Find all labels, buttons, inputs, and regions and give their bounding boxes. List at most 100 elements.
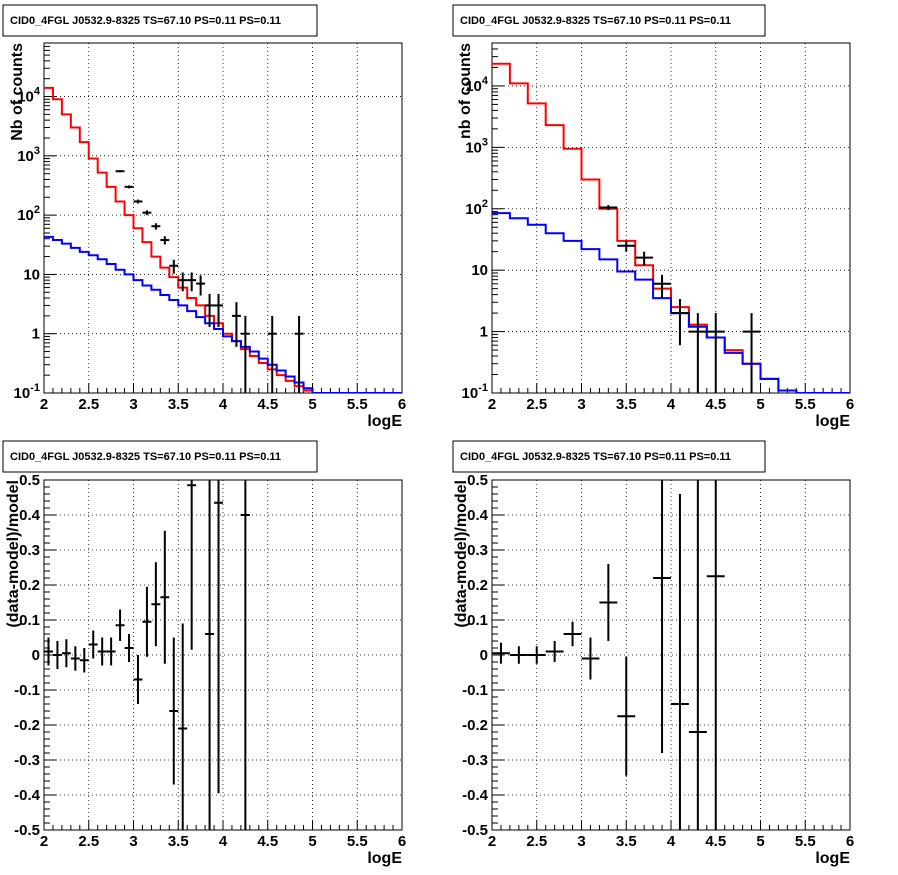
chart-title: CID0_4FGL J0532.9-8325 TS=67.10 PS=0.11 …	[10, 451, 281, 463]
x-tick-label: 5	[756, 833, 764, 850]
y-tick-label: 103	[17, 145, 40, 165]
y-tick-label: -0.4	[14, 787, 41, 804]
x-tick-label: 2.5	[78, 833, 99, 850]
y-tick-label: 0.1	[467, 612, 488, 629]
x-tick-label: 5	[308, 833, 316, 850]
plot-data	[44, 86, 402, 393]
x-tick-label: 2.5	[526, 833, 547, 850]
x-tick-label: 4.5	[257, 396, 278, 413]
y-tick-label: 1	[480, 324, 488, 341]
chart-title-box	[452, 440, 766, 473]
plot-data	[44, 480, 250, 830]
plot-data	[492, 62, 850, 393]
x-tick-label: 2	[40, 833, 48, 850]
y-tick-base: 10	[465, 78, 482, 95]
x-tick-label: 2.5	[78, 396, 99, 413]
y-tick-label: 0.5	[19, 472, 40, 489]
y-tick-label: 0.5	[467, 472, 488, 489]
y-axis-title: (data-model)/model	[453, 480, 470, 628]
x-tick-label: 2	[40, 396, 48, 413]
y-tick-label: 0.4	[467, 507, 489, 524]
y-tick-label: -0.3	[462, 752, 488, 769]
y-tick-label: 104	[465, 75, 489, 95]
chart-1: CID0_4FGL J0532.9-8325 TS=67.10 PS=0.11 …	[2, 4, 406, 430]
x-tick-label: 6	[846, 396, 854, 413]
x-tick-label: 5	[308, 396, 316, 413]
x-tick-label: 3.5	[616, 833, 637, 850]
y-tick-exponent: 2	[482, 198, 488, 210]
y-tick-label: 102	[17, 204, 40, 224]
y-tick-base: 10	[17, 207, 34, 224]
y-tick-label: 10-1	[14, 382, 40, 402]
x-tick-label: 5	[756, 396, 764, 413]
y-tick-label: -0.2	[14, 717, 40, 734]
y-tick-label: -0.2	[462, 717, 488, 734]
y-tick-label: -0.5	[462, 822, 488, 839]
chart-title: CID0_4FGL J0532.9-8325 TS=67.10 PS=0.11 …	[460, 15, 731, 27]
chart-title: CID0_4FGL J0532.9-8325 TS=67.10 PS=0.11 …	[10, 15, 281, 27]
y-tick-base: 10	[465, 139, 482, 156]
x-axis-title: logE	[367, 413, 402, 430]
x-tick-label: 5.5	[347, 833, 368, 850]
y-tick-label: -0.4	[462, 787, 489, 804]
x-tick-label: 2.5	[526, 396, 547, 413]
x-tick-label: 3.5	[168, 833, 189, 850]
y-tick-base: 10	[17, 89, 34, 106]
y-tick-exponent: 4	[482, 75, 489, 87]
y-tick-base: 10	[462, 385, 479, 402]
x-tick-label: 5.5	[795, 396, 816, 413]
y-tick-exponent: 2	[34, 204, 40, 216]
y-tick-label: 0	[480, 647, 488, 664]
chart-title-box	[2, 440, 318, 473]
y-tick-label: 0.3	[467, 542, 488, 559]
x-tick-label: 5.5	[795, 833, 816, 850]
chart-title: CID0_4FGL J0532.9-8325 TS=67.10 PS=0.11 …	[460, 451, 731, 463]
y-axis-title: Nb of counts	[9, 43, 26, 141]
y-tick-base: 10	[17, 148, 34, 165]
y-tick-label: 0.3	[19, 542, 40, 559]
x-tick-label: 3	[577, 833, 585, 850]
y-tick-exponent: 3	[482, 136, 488, 148]
x-axis-title: logE	[815, 850, 850, 867]
plot-data	[492, 480, 725, 830]
y-tick-label: -0.5	[14, 822, 40, 839]
y-tick-label: 10	[471, 262, 488, 279]
y-tick-exponent: -1	[30, 382, 40, 394]
x-axis-title: logE	[367, 850, 402, 867]
y-axis-title: (data-model)/model	[5, 480, 22, 628]
x-tick-label: 3	[577, 396, 585, 413]
x-tick-label: 4.5	[705, 396, 726, 413]
y-tick-exponent: 3	[34, 145, 40, 157]
y-tick-base: 10	[14, 385, 31, 402]
y-tick-label: 0.1	[19, 612, 40, 629]
series-line-2	[492, 212, 850, 393]
x-tick-label: 3	[129, 833, 137, 850]
y-tick-label: 0.2	[19, 577, 40, 594]
x-tick-label: 2	[488, 833, 496, 850]
x-tick-label: 3.5	[168, 396, 189, 413]
x-tick-label: 4	[667, 396, 676, 413]
x-tick-label: 6	[846, 833, 854, 850]
x-tick-label: 3.5	[616, 396, 637, 413]
y-tick-label: 0	[32, 647, 40, 664]
y-tick-base: 10	[465, 201, 482, 218]
x-tick-label: 4.5	[705, 833, 726, 850]
y-tick-label: 102	[465, 198, 488, 218]
y-tick-label: -0.3	[14, 752, 40, 769]
x-axis-title: logE	[815, 413, 850, 430]
y-tick-label: -0.1	[14, 682, 40, 699]
y-tick-exponent: -1	[478, 382, 488, 394]
chart-4: CID0_4FGL J0532.9-8325 TS=67.10 PS=0.11 …	[452, 440, 854, 867]
y-tick-label: 1	[32, 326, 40, 343]
y-tick-label: -0.1	[462, 682, 488, 699]
x-tick-label: 6	[398, 396, 406, 413]
y-tick-exponent: 4	[34, 86, 41, 98]
x-tick-label: 4.5	[257, 833, 278, 850]
x-tick-label: 4	[219, 833, 228, 850]
y-tick-label: 10-1	[462, 382, 488, 402]
x-tick-label: 6	[398, 833, 406, 850]
x-tick-label: 4	[219, 396, 228, 413]
x-tick-label: 5.5	[347, 396, 368, 413]
